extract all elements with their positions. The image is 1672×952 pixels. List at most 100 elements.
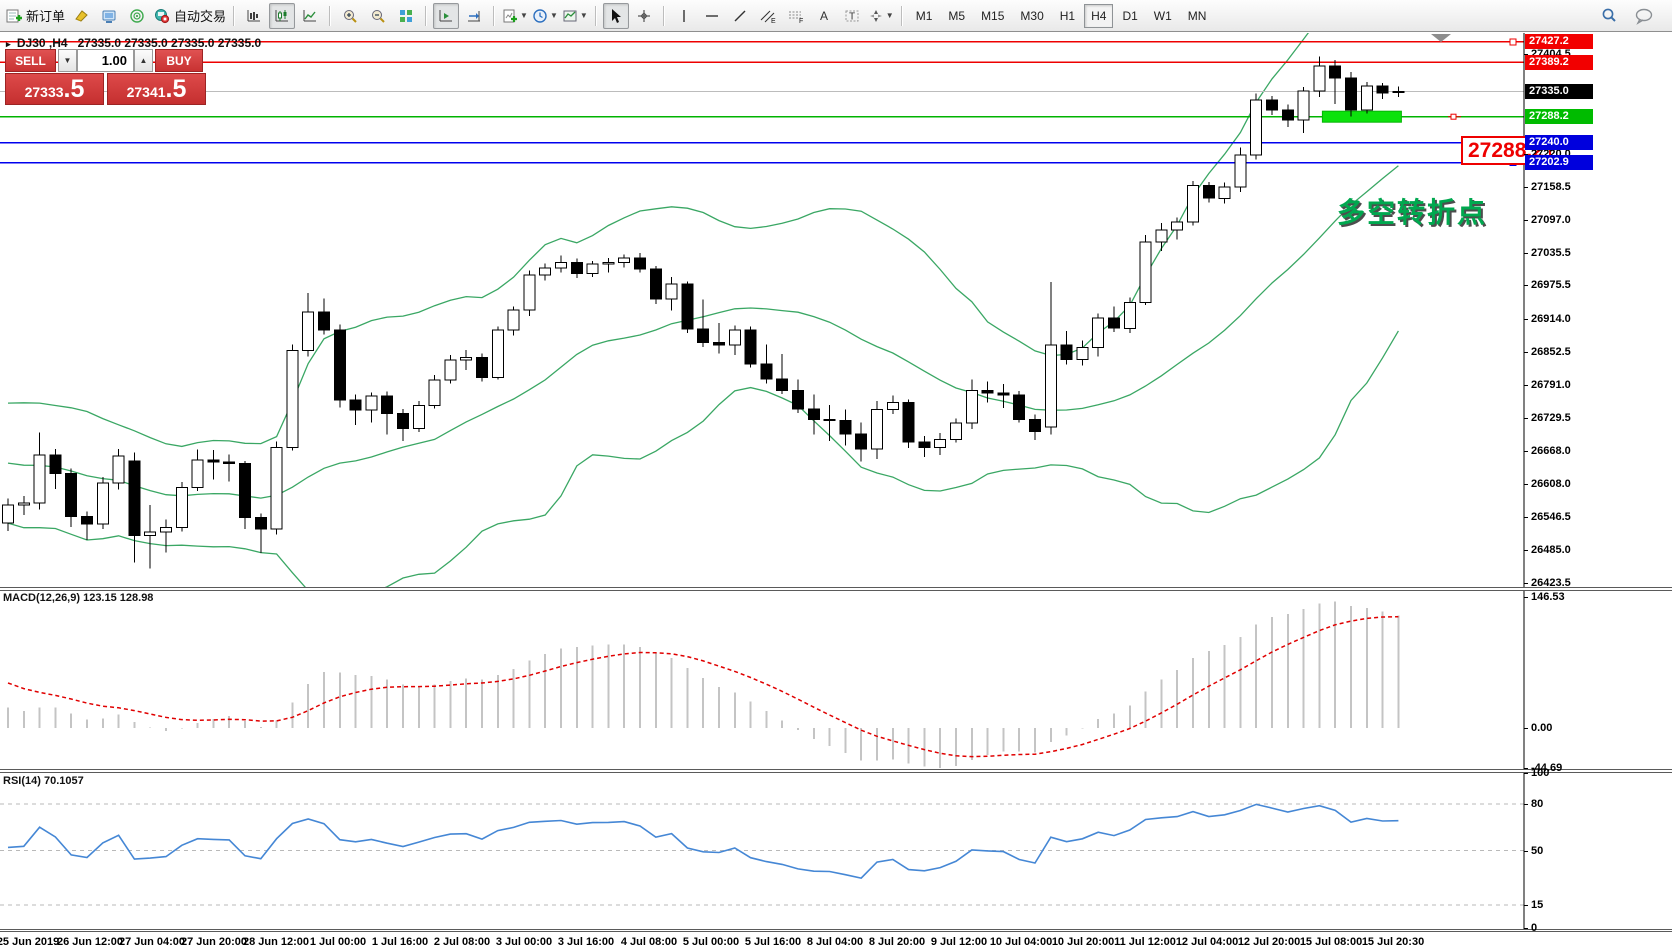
macd-axis-tick: 0.00 (1524, 721, 1552, 735)
toolbar-separator (233, 5, 236, 26)
time-axis-label: 3 Jul 16:00 (557, 936, 615, 948)
buy-button[interactable]: BUY (155, 49, 203, 72)
text-label-tool-button[interactable]: T (839, 3, 865, 29)
templates-button[interactable]: ▼ (561, 3, 589, 29)
fibonacci-tool-button[interactable]: F (783, 3, 809, 29)
timeframe-h4[interactable]: H4 (1084, 3, 1114, 28)
rsi-axis-tick: 100 (1524, 766, 1549, 780)
rsi-levels (0, 803, 1524, 906)
chat-button[interactable] (1631, 3, 1657, 29)
price-axis-tick: 26729.5 (1524, 411, 1571, 425)
time-axis-label: 15 Jul 20:30 (1361, 936, 1425, 948)
chart-shift-icon (438, 8, 454, 24)
macd-panel-separator[interactable] (0, 587, 1672, 591)
candlestick-mode-button[interactable] (269, 2, 296, 29)
rsi-axis-tick: 15 (1524, 898, 1543, 912)
window-icon: ▸ (6, 39, 11, 49)
search-button[interactable] (1596, 3, 1622, 29)
auto-trading-icon (153, 8, 170, 24)
timeframe-h1[interactable]: H1 (1059, 8, 1076, 23)
toolbar-separator (329, 5, 332, 26)
chart-symbol-period: DJ30 ,H4 (16, 36, 68, 50)
new-order-button[interactable]: 新订单 (5, 3, 66, 29)
sell-button[interactable]: SELL (5, 49, 56, 72)
text-icon: A (817, 8, 831, 24)
auto-scroll-button[interactable] (461, 3, 487, 29)
equidistant-channel-tool-button[interactable]: E (755, 3, 781, 29)
main-chart-canvas[interactable] (0, 33, 1672, 952)
time-axis-label: 12 Jul 04:00 (1175, 936, 1239, 948)
timeframe-d1[interactable]: D1 (1122, 8, 1138, 23)
candlestick-icon (274, 8, 290, 24)
time-axis-label: 5 Jul 16:00 (744, 936, 802, 948)
price-axis-tick: 26791.0 (1524, 378, 1571, 392)
time-axis-label: 8 Jul 04:00 (806, 936, 864, 948)
bar-chart-icon (246, 8, 262, 24)
price-badge: 27335.0 (1525, 84, 1593, 99)
toolbar-separator (662, 5, 665, 26)
rsi-axis-tick: 80 (1524, 797, 1543, 811)
rsi-panel-separator[interactable] (0, 769, 1672, 773)
chart-shift-button[interactable] (433, 2, 460, 29)
horizontal-line-tool-button[interactable] (699, 3, 725, 29)
arrows-icon (868, 8, 884, 24)
timeframe-w1[interactable]: W1 (1153, 8, 1172, 23)
rsi-label: RSI(14) 70.1057 (3, 775, 84, 787)
highlight-tool-button[interactable] (68, 3, 94, 29)
new-order-label: 新订单 (26, 9, 66, 24)
svg-text:T: T (849, 11, 855, 22)
sell-price-button[interactable]: 27333 .5 (5, 73, 104, 105)
zoom-out-button[interactable] (365, 3, 391, 29)
time-axis-label: 5 Jul 00:00 (682, 936, 740, 948)
crosshair-tool-button[interactable] (631, 3, 657, 29)
editor-icon (101, 8, 117, 24)
one-click-trade-panel: SELL ▼ ▲ BUY 27333 .5 27341 .5 (5, 49, 206, 105)
timeframe-m1[interactable]: M1 (915, 8, 933, 23)
svg-text:F: F (799, 18, 803, 24)
timeframe-m15[interactable]: M15 (981, 8, 1005, 23)
bar-chart-mode-button[interactable] (241, 3, 267, 29)
volume-increase-button[interactable]: ▲ (134, 49, 153, 72)
toolbar-separator (493, 5, 496, 26)
cursor-tool-button[interactable] (602, 2, 629, 29)
clock-icon (532, 8, 548, 24)
arrows-tool-button[interactable]: ▼ (867, 3, 895, 29)
vertical-line-icon (677, 8, 691, 24)
volume-decrease-button[interactable]: ▼ (58, 49, 77, 72)
volume-input[interactable] (77, 49, 134, 72)
highlight-zone (1321, 110, 1402, 123)
price-badge: 27427.2 (1525, 34, 1593, 49)
shift-marker-icon (1431, 34, 1451, 42)
line-chart-mode-button[interactable] (297, 3, 323, 29)
market-watch-button[interactable] (124, 3, 150, 29)
metaeditor-button[interactable] (96, 3, 122, 29)
crosshair-icon (636, 8, 652, 24)
new-chart-button[interactable]: ▼ (501, 3, 529, 29)
zoom-in-button[interactable] (337, 3, 363, 29)
vertical-line-tool-button[interactable] (671, 3, 697, 29)
buy-price-main: 27341 (126, 84, 166, 100)
horizontal-line-icon (704, 8, 720, 24)
timeframe-m30[interactable]: M30 (1020, 8, 1044, 23)
text-tool-button[interactable]: A (811, 3, 837, 29)
trendline-tool-button[interactable] (727, 3, 753, 29)
template-icon (562, 8, 578, 24)
timeframe-m5[interactable]: M5 (948, 8, 966, 23)
buy-price-button[interactable]: 27341 .5 (107, 73, 206, 105)
new-order-icon (6, 8, 22, 24)
timeframe-mn[interactable]: MN (1187, 8, 1207, 23)
chart-annotation-text: 多空转折点 (1337, 197, 1488, 228)
fibonacci-icon: F (787, 8, 805, 25)
price-badge: 27389.2 (1525, 55, 1593, 70)
tile-windows-icon (398, 8, 414, 24)
zoom-in-icon (342, 8, 358, 24)
time-axis-label: 12 Jul 20:00 (1237, 936, 1301, 948)
auto-trading-button[interactable]: 自动交易 (152, 3, 227, 29)
highlighter-icon (73, 8, 89, 24)
price-axis-tick: 26423.5 (1524, 576, 1571, 590)
profiles-button[interactable]: ▼ (531, 3, 559, 29)
tile-windows-button[interactable] (393, 3, 419, 29)
time-axis-label: 25 Jun 2019 (0, 936, 60, 948)
cursor-icon (608, 8, 624, 24)
macd-histogram (7, 601, 1400, 768)
